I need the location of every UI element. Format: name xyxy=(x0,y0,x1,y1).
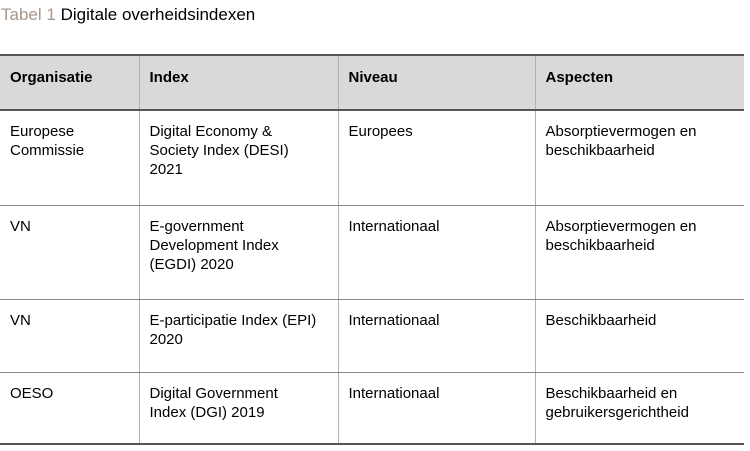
table-row: OESO Digital Government Index (DGI) 2019… xyxy=(0,372,744,445)
cell-text: Digital Government Index (DGI) 2019 xyxy=(149,384,278,421)
cell-text: E-participatie Index (EPI) 2020 xyxy=(149,311,317,348)
header-aspecten: Aspecten xyxy=(534,54,744,111)
cell-organisatie: VN xyxy=(0,205,139,300)
cell-text: VN xyxy=(10,311,31,329)
caption-title: Digitale overheidsindexen xyxy=(60,5,256,24)
cell-organisatie: VN xyxy=(0,299,139,373)
table-row: VN E-government Development Index (EGDI)… xyxy=(0,205,744,300)
cell-aspecten: Absorptievermogen en beschikbaarheid xyxy=(534,110,744,206)
cell-index: E-government Development Index (EGDI) 20… xyxy=(138,205,338,300)
cell-aspecten: Beschikbaarheid en gebruikersgerichtheid xyxy=(534,372,744,445)
cell-organisatie: OESO xyxy=(0,372,139,445)
table-row: VN E-participatie Index (EPI) 2020 Inter… xyxy=(0,299,744,373)
cell-text: E-government Development Index (EGDI) 20… xyxy=(149,217,279,273)
header-index: Index xyxy=(138,54,338,111)
cell-text: Absorptievermogen en beschikbaarheid xyxy=(545,123,697,159)
cell-niveau: Europees xyxy=(337,110,535,206)
cell-index: E-participatie Index (EPI) 2020 xyxy=(138,299,338,373)
cell-text: Beschikbaarheid en gebruikersgerichtheid xyxy=(545,384,689,421)
cell-niveau: Internationaal xyxy=(337,372,535,445)
cell-text: Europees xyxy=(348,123,413,140)
table-caption: Tabel 1 Digitale overheidsindexen xyxy=(1,4,255,26)
cell-index: Digital Government Index (DGI) 2019 xyxy=(138,372,338,445)
table-row: Europese Commissie Digital Economy & Soc… xyxy=(0,110,744,206)
indices-table: Organisatie Index Niveau Aspecten Europe… xyxy=(0,54,744,445)
caption-label: Tabel 1 xyxy=(1,5,56,24)
cell-index: Digital Economy & Society Index (DESI) 2… xyxy=(138,110,338,206)
cell-niveau: Internationaal xyxy=(337,299,535,373)
cell-text: VN xyxy=(10,217,31,235)
cell-text: Internationaal xyxy=(348,217,440,235)
cell-aspecten: Beschikbaarheid xyxy=(534,299,744,373)
cell-text: Beschikbaarheid xyxy=(545,311,657,329)
header-organisatie: Organisatie xyxy=(0,54,139,111)
cell-text: Absorptievermogen en beschikbaarheid xyxy=(545,217,697,254)
table-header-row: Organisatie Index Niveau Aspecten xyxy=(0,54,744,111)
cell-niveau: Internationaal xyxy=(337,205,535,300)
cell-text: Internationaal xyxy=(348,384,440,402)
cell-text: Europese Commissie xyxy=(10,123,85,159)
header-niveau: Niveau xyxy=(337,54,535,111)
cell-aspecten: Absorptievermogen en beschikbaarheid xyxy=(534,205,744,300)
cell-text: OESO xyxy=(10,384,54,402)
cell-organisatie: Europese Commissie xyxy=(0,110,139,206)
cell-text: Internationaal xyxy=(348,311,440,329)
cell-text: Digital Economy & Society Index (DESI) 2… xyxy=(149,123,289,178)
